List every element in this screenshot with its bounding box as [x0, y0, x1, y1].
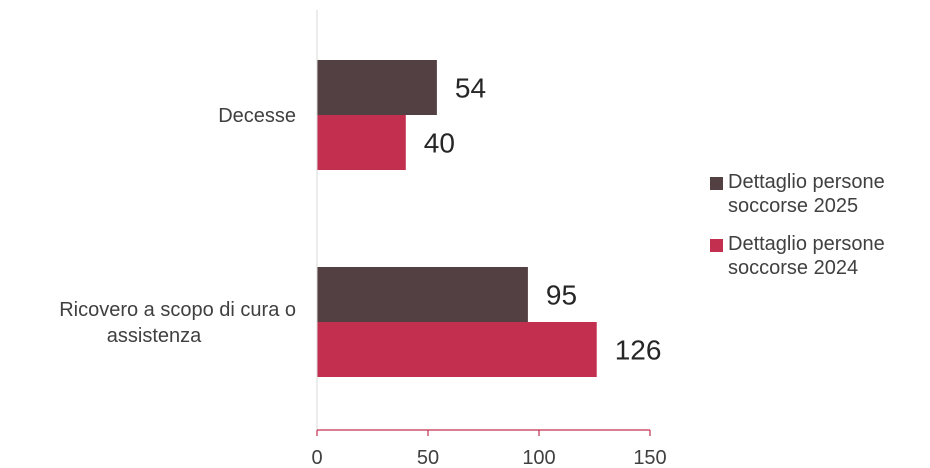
bar-0-0	[317, 60, 437, 115]
data-label-0-0: 54	[455, 73, 486, 104]
bar-1-0	[317, 267, 528, 322]
legend-item-2025: Dettaglio persone soccorse 2025	[710, 170, 930, 218]
legend-swatch-2025	[710, 177, 723, 190]
data-label-0-1: 40	[424, 128, 455, 159]
category-labels-layer: Decesse Ricovero a scopo di cura o assiste…	[59, 105, 296, 347]
x-tick-label-2: 100	[522, 447, 555, 468]
x-tick-label-1: 50	[417, 447, 439, 468]
bar-0-1	[317, 115, 406, 170]
legend-swatch-2024	[710, 239, 723, 252]
x-tick-label-3: 150	[633, 447, 666, 468]
x-tick-label-0: 0	[311, 447, 322, 468]
x-axis: 0 50 100 150	[311, 10, 667, 468]
legend-item-2024: Dettaglio persone soccorse 2024	[710, 232, 930, 280]
bar-1-1	[317, 322, 597, 377]
legend-label-2025: Dettaglio persone soccorse 2025	[728, 171, 885, 217]
category-label-1: Ricovero a scopo di cura o assistenza	[59, 299, 296, 347]
category-label-0: Decesse	[218, 105, 296, 127]
data-label-1-1: 126	[615, 335, 662, 366]
data-label-1-0: 95	[546, 280, 577, 311]
legend: Dettaglio persone soccorse 2025 Dettagli…	[710, 170, 930, 294]
legend-label-2024: Dettaglio persone soccorse 2024	[728, 233, 885, 279]
bars-layer	[317, 60, 597, 377]
